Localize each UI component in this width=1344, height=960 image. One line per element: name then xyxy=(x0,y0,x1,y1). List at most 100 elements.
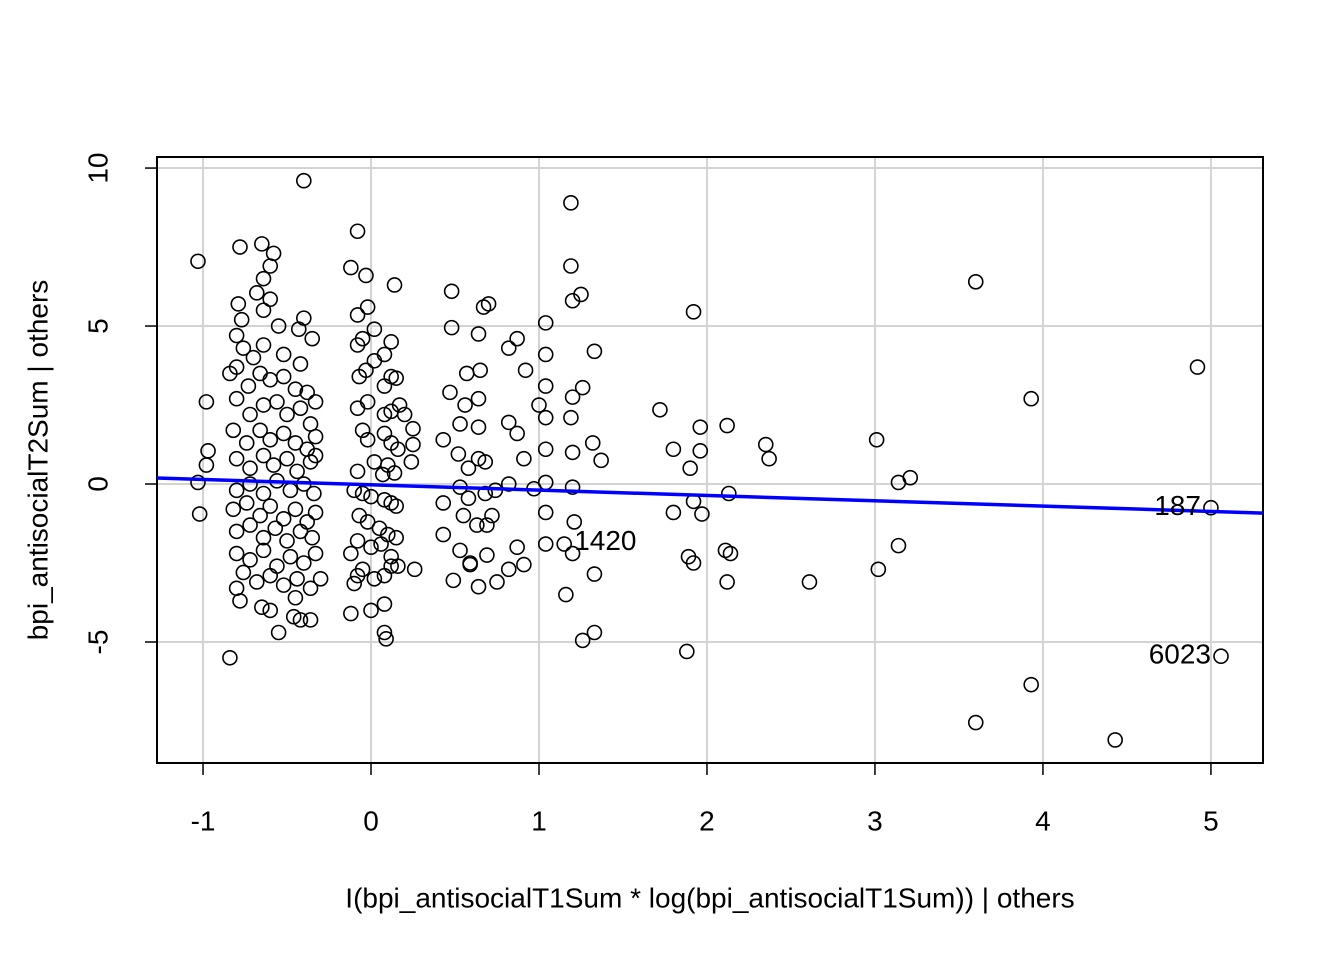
point xyxy=(275,368,292,385)
point xyxy=(443,283,460,300)
point xyxy=(269,558,285,574)
point xyxy=(275,425,292,442)
point xyxy=(458,365,475,382)
point xyxy=(190,253,206,270)
point xyxy=(275,510,292,527)
point xyxy=(349,400,366,416)
point xyxy=(665,504,682,521)
point xyxy=(279,450,295,467)
x-tick-label: 1 xyxy=(531,805,547,836)
y-tick-label: 10 xyxy=(82,152,113,183)
point xyxy=(275,346,292,363)
point xyxy=(262,602,279,619)
point xyxy=(242,460,258,477)
point xyxy=(563,195,579,211)
point xyxy=(517,362,534,379)
point xyxy=(870,561,887,578)
point xyxy=(801,574,818,590)
point xyxy=(692,443,709,459)
x-tick-label: -1 xyxy=(191,805,216,836)
point xyxy=(682,460,698,477)
point xyxy=(267,520,284,537)
point xyxy=(307,545,324,562)
point xyxy=(349,223,366,240)
point xyxy=(717,542,734,559)
point xyxy=(265,245,282,262)
point xyxy=(574,632,591,649)
point xyxy=(500,476,517,492)
point xyxy=(366,352,383,369)
point xyxy=(593,452,609,469)
point xyxy=(574,379,591,396)
point xyxy=(287,589,304,606)
point xyxy=(386,465,403,481)
point xyxy=(349,567,366,584)
point xyxy=(376,624,393,641)
point xyxy=(343,605,359,622)
point xyxy=(363,602,379,619)
point xyxy=(254,236,270,252)
point xyxy=(242,476,258,492)
point xyxy=(275,577,292,593)
point xyxy=(262,498,279,514)
point xyxy=(652,401,668,418)
point xyxy=(1023,390,1039,407)
point xyxy=(289,570,305,587)
point xyxy=(584,435,601,451)
point xyxy=(558,586,574,603)
point xyxy=(509,425,525,442)
point xyxy=(435,431,452,448)
point xyxy=(1213,648,1229,665)
point xyxy=(359,431,376,448)
point xyxy=(349,533,366,549)
point xyxy=(238,435,255,451)
point xyxy=(383,334,399,350)
point xyxy=(225,422,242,439)
point xyxy=(252,422,268,439)
point xyxy=(470,578,487,595)
point xyxy=(262,371,279,388)
point xyxy=(366,321,383,337)
point xyxy=(279,533,295,549)
point xyxy=(198,394,215,410)
point xyxy=(537,409,554,426)
point xyxy=(228,359,245,375)
point xyxy=(228,390,245,407)
point xyxy=(307,394,324,410)
point xyxy=(685,555,702,571)
point xyxy=(235,564,252,581)
x-axis-label: I(bpi_antisocialT1Sum * log(bpi_antisoci… xyxy=(345,882,1074,913)
point xyxy=(469,517,485,533)
point xyxy=(270,318,287,334)
point xyxy=(296,555,312,571)
point xyxy=(452,416,468,432)
point xyxy=(537,441,554,458)
point xyxy=(563,409,579,426)
point xyxy=(235,340,252,356)
point xyxy=(376,567,393,584)
point xyxy=(564,545,581,562)
point xyxy=(396,406,413,423)
point xyxy=(388,370,405,386)
point xyxy=(442,384,458,401)
y-tick-label: 5 xyxy=(82,318,113,334)
point xyxy=(1107,732,1123,748)
point xyxy=(388,529,405,546)
point xyxy=(255,542,272,559)
point xyxy=(484,507,500,524)
point xyxy=(252,365,268,382)
point xyxy=(230,296,247,312)
point xyxy=(225,501,242,518)
point xyxy=(509,330,525,347)
point xyxy=(457,397,473,413)
point xyxy=(460,460,477,477)
point xyxy=(405,436,421,453)
point xyxy=(586,343,603,360)
point xyxy=(228,450,245,467)
point xyxy=(1189,359,1206,375)
point xyxy=(265,457,282,473)
point xyxy=(359,394,376,410)
point xyxy=(563,258,579,274)
point xyxy=(406,561,423,578)
